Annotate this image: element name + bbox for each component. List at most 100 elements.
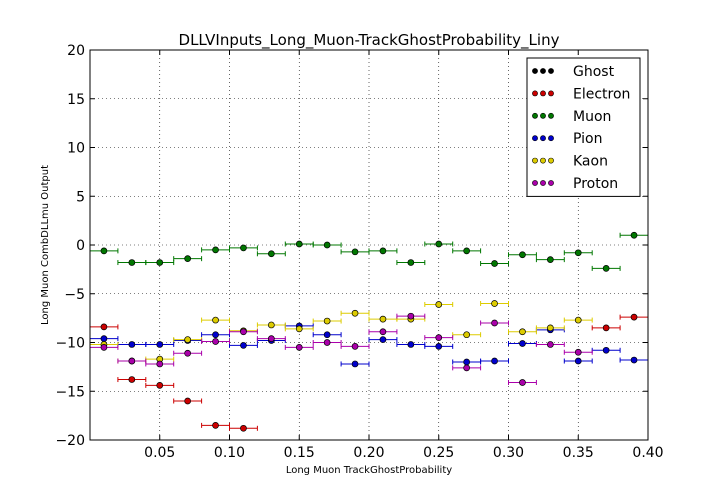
data-point <box>463 364 470 372</box>
legend-item: Pion <box>532 131 602 147</box>
data-point <box>463 331 470 339</box>
data-point <box>519 340 526 347</box>
data-point <box>546 341 554 348</box>
x-axis-label: Long Muon TrackGhostProbability <box>286 465 452 476</box>
data-point <box>351 343 359 350</box>
data-point <box>184 336 191 343</box>
data-point <box>156 341 164 348</box>
data-point <box>268 321 275 329</box>
y-tick-label: 10 <box>67 141 85 157</box>
data-point <box>100 323 108 331</box>
data-point <box>351 309 359 317</box>
legend-marker <box>532 90 538 97</box>
data-point <box>212 246 219 254</box>
data-point <box>212 338 219 345</box>
data-point <box>351 248 359 256</box>
legend-marker <box>532 112 538 119</box>
data-point <box>379 328 387 336</box>
data-point <box>407 259 415 266</box>
data-point <box>463 247 470 255</box>
data-point <box>268 335 275 342</box>
data-point <box>351 360 359 368</box>
data-point <box>128 341 136 348</box>
data-point <box>156 259 164 266</box>
y-tick-label: −10 <box>55 336 85 352</box>
data-point <box>100 335 108 342</box>
data-point <box>574 357 582 365</box>
series-proton <box>89 312 593 386</box>
legend-marker <box>548 112 554 119</box>
data-point <box>435 240 443 248</box>
x-tick-label: 0.40 <box>632 445 663 461</box>
legend-marker <box>540 112 546 119</box>
data-point <box>128 357 136 365</box>
x-tick-label: 0.35 <box>563 445 594 461</box>
y-tick-label: −15 <box>55 384 85 400</box>
data-point <box>212 316 219 324</box>
data-point <box>212 331 219 339</box>
legend-label: Kaon <box>573 154 608 170</box>
x-tick-label: 0.15 <box>284 445 315 461</box>
legend-item: Proton <box>532 176 618 192</box>
data-point <box>323 317 331 325</box>
data-point <box>574 316 582 324</box>
data-point <box>602 346 610 354</box>
y-axis-label: Long Muon CombDLLmu Output <box>40 165 51 325</box>
legend-marker <box>540 135 546 142</box>
data-point <box>268 250 275 258</box>
legend-label: Muon <box>573 109 611 125</box>
data-point <box>240 244 247 252</box>
data-point <box>602 324 610 332</box>
legend-marker <box>548 135 554 142</box>
data-point <box>156 382 164 389</box>
data-point <box>519 251 526 259</box>
data-point <box>630 231 638 239</box>
series-muon <box>89 231 649 272</box>
legend-marker <box>532 180 538 186</box>
data-point <box>491 300 498 307</box>
data-point <box>128 376 136 383</box>
data-point <box>574 249 582 257</box>
y-tick-label: 5 <box>76 189 85 205</box>
data-point <box>323 241 331 249</box>
y-tick-label: 0 <box>76 238 85 254</box>
legend-item: Muon <box>532 109 611 125</box>
data-point <box>491 357 498 365</box>
data-point <box>323 339 331 346</box>
data-point <box>602 265 610 272</box>
legend-marker <box>540 68 546 74</box>
data-point <box>491 319 498 327</box>
data-layer <box>89 231 649 432</box>
data-point <box>156 360 164 368</box>
data-point <box>546 256 554 263</box>
data-point <box>295 325 303 333</box>
data-point <box>295 240 303 248</box>
x-tick-label: 0.05 <box>144 445 175 461</box>
data-point <box>546 324 554 332</box>
legend-marker <box>548 180 554 186</box>
data-point <box>379 315 387 323</box>
data-point <box>463 358 470 366</box>
data-point <box>100 247 108 255</box>
data-point <box>212 422 219 429</box>
x-tick-label: 0.25 <box>423 445 454 461</box>
data-point <box>240 342 247 349</box>
legend-marker <box>548 157 554 164</box>
chart-title: DLLVInputs_Long_Muon-TrackGhostProbabili… <box>179 31 560 50</box>
legend-marker <box>532 68 538 74</box>
legend-label: Proton <box>573 176 618 192</box>
data-point <box>295 344 303 351</box>
y-tick-label: 15 <box>67 92 85 108</box>
legend-item: Ghost <box>532 64 615 80</box>
y-tick-label: −20 <box>55 433 85 449</box>
legend-item: Electron <box>532 86 630 102</box>
legend-label: Ghost <box>573 64 615 80</box>
data-point <box>184 255 191 262</box>
data-point <box>630 356 638 364</box>
data-point <box>435 301 443 308</box>
data-point <box>630 313 638 321</box>
data-point <box>323 331 331 339</box>
legend-marker <box>540 90 546 97</box>
legend-label: Electron <box>573 86 630 102</box>
legend-item: Kaon <box>532 154 608 170</box>
